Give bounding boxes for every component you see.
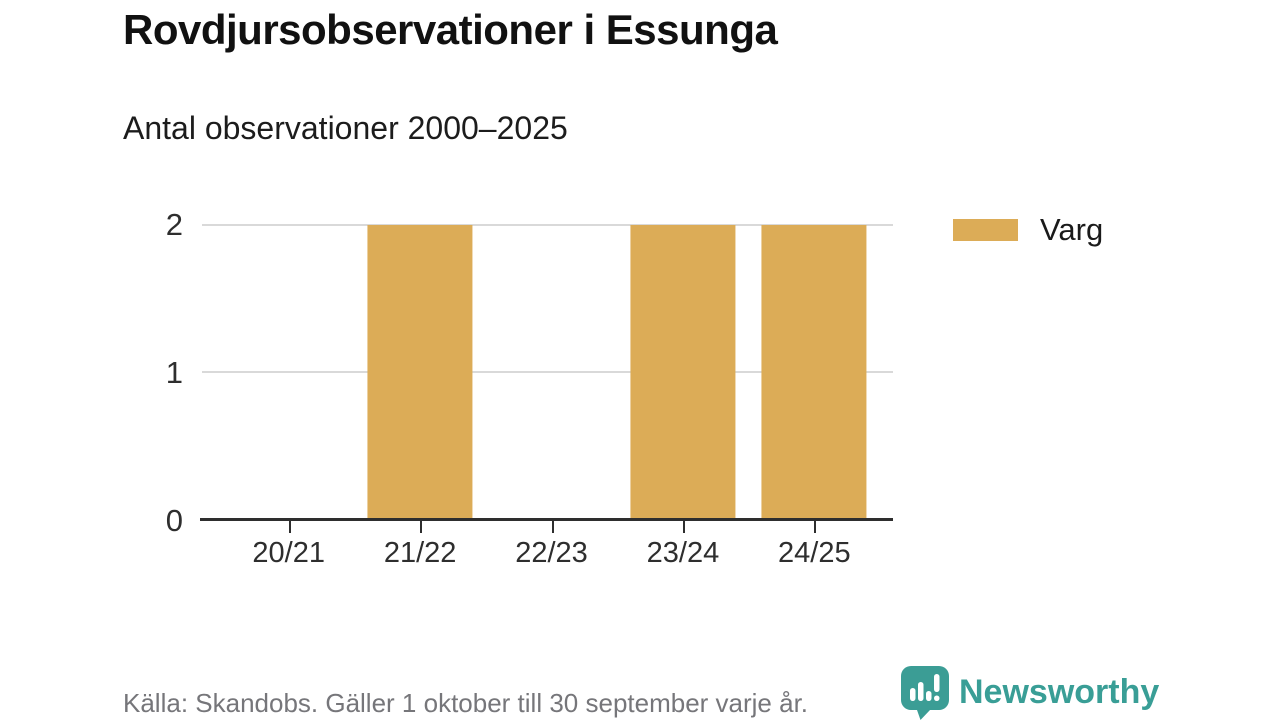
brand-name: Newsworthy: [959, 673, 1160, 711]
band-22/23: 22/23: [486, 225, 617, 569]
gridline-y1: [202, 370, 893, 373]
x-tick-23/24: [682, 521, 685, 533]
bar-bands: 20/21 21/22 22/23 23/24 24/25: [200, 225, 893, 569]
x-tick-21/22: [420, 521, 423, 533]
x-axis-label-24/25: 24/25: [778, 537, 851, 569]
x-axis-label-20/21: 20/21: [252, 537, 325, 569]
y-axis-label-1: 1: [165, 355, 183, 390]
x-tick-20/21: [288, 521, 291, 533]
band-20/21: 20/21: [223, 225, 354, 569]
y-axis-labels: 0 1 2: [130, 207, 183, 538]
x-tick-24/25: [814, 521, 817, 533]
bar-23/24: [630, 225, 736, 518]
legend: Varg: [953, 212, 1103, 248]
bar-21/22: [367, 225, 473, 518]
bar-24/25: [761, 225, 867, 518]
plot-area: 20/21 21/22 22/23 23/24 24/25: [200, 224, 893, 569]
source-note: Källa: Skandobs. Gäller 1 oktober till 3…: [123, 688, 809, 718]
bar-chart-speech-bubble-icon: [901, 666, 949, 725]
band-24/25: 24/25: [749, 225, 880, 569]
chart-subtitle: Antal observationer 2000–2025: [123, 110, 568, 146]
band-21/22: 21/22: [354, 225, 485, 569]
brand-logo: Newsworthy: [901, 666, 1159, 725]
band-23/24: 23/24: [617, 225, 748, 569]
x-axis-label-21/22: 21/22: [383, 537, 457, 569]
legend-swatch-varg: [953, 219, 1018, 241]
y-axis-label-0: 0: [165, 503, 183, 538]
y-axis-label-2: 2: [165, 207, 183, 242]
x-axis-label-23/24: 23/24: [646, 537, 720, 569]
chart-title: Rovdjursobservationer i Essunga: [123, 6, 778, 53]
legend-label: Varg: [1040, 212, 1104, 247]
gridline-y2: [202, 224, 893, 226]
x-tick-22/23: [551, 521, 554, 533]
x-axis-label-22/23: 22/23: [515, 537, 588, 569]
